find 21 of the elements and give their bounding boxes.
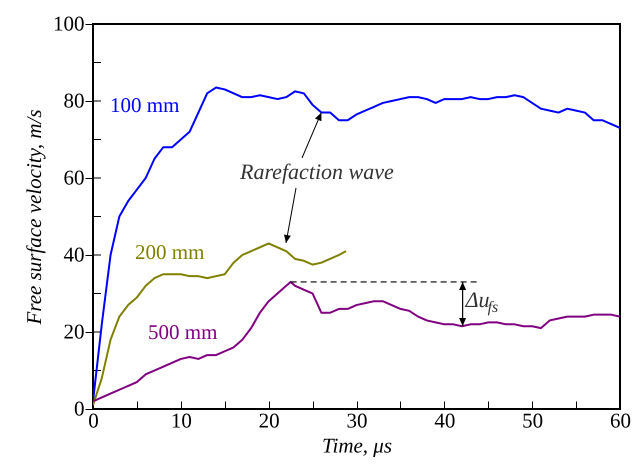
y-tick-label: 80 bbox=[64, 88, 84, 112]
y-tick-label: 100 bbox=[53, 12, 84, 36]
x-tick-label: 0 bbox=[88, 408, 99, 432]
y-axis-title: Free surface velocity, m/s bbox=[22, 110, 46, 326]
line-series bbox=[93, 242, 347, 406]
y-tick-label: 60 bbox=[64, 166, 84, 190]
y-tick-label: 20 bbox=[64, 320, 84, 344]
x-tick-label: 20 bbox=[258, 408, 280, 432]
x-axis-title: Time, μs bbox=[322, 434, 392, 458]
line-series bbox=[93, 86, 620, 402]
annotation: Rarefaction wave bbox=[239, 159, 394, 184]
line-series bbox=[93, 280, 620, 402]
series-label: 200 mm bbox=[135, 240, 204, 264]
x-tick-label: 50 bbox=[522, 408, 544, 432]
series-label: 500 mm bbox=[148, 320, 218, 344]
x-tick-label: 40 bbox=[434, 408, 456, 432]
series-label: 100 mm bbox=[110, 93, 180, 117]
x-tick-label: 30 bbox=[346, 408, 368, 432]
x-tick-label: 10 bbox=[170, 408, 192, 432]
y-tick-label: 40 bbox=[64, 242, 84, 266]
x-tick-label: 60 bbox=[610, 408, 631, 432]
